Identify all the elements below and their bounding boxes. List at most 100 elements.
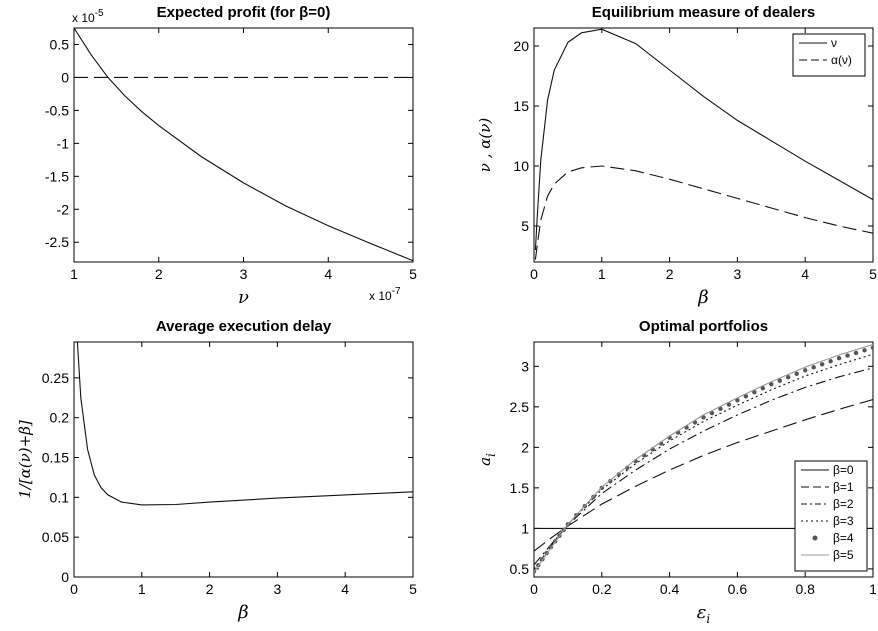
series-group — [74, 28, 413, 262]
y-tick-label: 2.5 — [510, 399, 530, 415]
x-tick-label: 5 — [869, 266, 877, 282]
x-tick-label: 4 — [324, 266, 332, 282]
x-tick-label: 4 — [341, 581, 349, 597]
y-tick-label: -1.5 — [45, 168, 69, 184]
x-multiplier-base: x 10 — [369, 289, 392, 303]
data-point — [862, 348, 867, 353]
y-axis-label: 1/[α(ν)+β] — [16, 420, 34, 499]
legend-entry: β=3 — [833, 514, 854, 528]
y-tick-label: 0.2 — [50, 410, 70, 426]
data-point — [828, 359, 833, 364]
y-tick-label: 5 — [521, 218, 529, 234]
x-tick-label: 3 — [274, 581, 282, 597]
data-point — [735, 398, 740, 403]
x-tick-label: 5 — [409, 581, 417, 597]
data-point — [769, 381, 774, 387]
series-group — [534, 28, 873, 260]
legend-entry: β=2 — [833, 497, 854, 511]
x-tick-label: 0 — [530, 581, 538, 597]
y-tick-label: -2 — [57, 201, 70, 217]
y-axis-label-text: 1/[α(ν)+β] — [16, 420, 34, 499]
x-axis-label: εi — [697, 602, 711, 626]
series-line-ν — [534, 28, 873, 251]
legend-box — [792, 33, 866, 77]
x-axis-label-text: β — [697, 287, 708, 308]
legend-entry: ν — [831, 36, 837, 50]
y-tick-label: 20 — [513, 38, 529, 54]
data-point — [870, 345, 873, 350]
x-tick-label: 0.6 — [728, 581, 748, 597]
x-tick-label: 5 — [409, 266, 417, 282]
y-tick-label: 0.5 — [510, 561, 530, 577]
y-tick-label: 1 — [521, 520, 529, 536]
x-axis-label-text: ν — [238, 287, 249, 308]
data-point — [752, 390, 757, 395]
x-tick-label: 0.2 — [592, 581, 612, 597]
x-axis-label-text: β — [237, 602, 248, 623]
legend-entry: β=4 — [833, 531, 854, 545]
y-tick-label: 0.5 — [50, 36, 70, 52]
legend: ν α(ν) — [792, 33, 866, 77]
axes-box — [533, 341, 874, 578]
series-group — [76, 342, 413, 506]
y-tick-label: 0.25 — [42, 370, 69, 386]
y-multiplier-exponent: -5 — [95, 8, 104, 19]
data-point — [803, 368, 808, 373]
x-tick-label: 3 — [734, 266, 742, 282]
y-tick-label: 1.5 — [510, 480, 530, 496]
x-tick-label: 1 — [138, 581, 146, 597]
x-axis-label: β — [697, 287, 708, 308]
legend-box — [794, 460, 868, 572]
data-point — [836, 356, 842, 361]
data-point — [811, 365, 816, 370]
y-tick-label: 0 — [61, 569, 69, 585]
x-tick-label: 0.4 — [660, 581, 680, 597]
x-tick-label: 0.8 — [795, 581, 815, 597]
legend: β=0 β=1 β=2 β=3 β=4 β=5 — [794, 460, 868, 572]
x-tick-label: 0 — [530, 266, 538, 282]
y-axis-label-text: ν , α(ν) — [476, 118, 494, 173]
axes-box — [73, 27, 414, 263]
y-tick-label: -0.5 — [45, 102, 69, 118]
x-tick-label: 2 — [155, 266, 163, 282]
y-tick-label: 10 — [513, 158, 529, 174]
series-line-α(ν) — [534, 165, 873, 260]
chart-title: Average execution delay — [156, 318, 332, 335]
y-tick-label: 0.15 — [42, 450, 69, 466]
y-multiplier-base: x 10 — [72, 11, 95, 25]
y-axis-label-sub: i — [484, 453, 498, 457]
data-point — [726, 402, 732, 407]
legend-entry: β=1 — [833, 480, 854, 494]
y-tick-label: -2.5 — [45, 234, 69, 250]
legend-entry: β=5 — [833, 548, 854, 562]
y-axis-label: ν , α(ν) — [476, 118, 494, 173]
legend-marker — [812, 535, 818, 541]
x-tick-label: 2 — [206, 581, 214, 597]
data-point — [760, 385, 766, 391]
x-tick-label: 3 — [240, 266, 248, 282]
data-point — [777, 378, 782, 383]
data-point — [701, 415, 706, 420]
data-point — [709, 410, 715, 416]
x-multiplier: x 10-7 — [369, 286, 401, 303]
chart-title: Equilibrium measure of dealers — [592, 4, 815, 21]
x-tick-label: 0 — [70, 581, 78, 597]
panel-p4: Optimal portfolios 0 0.2 0.4 0.6 0.8 1 0.5 1 1.5 2… — [476, 318, 877, 626]
x-multiplier-exponent: -7 — [392, 286, 401, 297]
x-axis-label: β — [237, 602, 248, 623]
y-tick-label: -1 — [57, 135, 70, 151]
data-point — [608, 478, 613, 484]
y-axis-label-text: a — [476, 457, 494, 466]
x-tick-label: 4 — [801, 266, 809, 282]
series-group — [534, 343, 873, 574]
data-point — [794, 371, 799, 377]
data-point — [819, 362, 825, 367]
x-tick-label: 1 — [70, 266, 78, 282]
y-tick-label: 15 — [513, 98, 529, 114]
y-tick-label: 0.05 — [42, 529, 69, 545]
panel-p2: Equilibrium measure of dealers 0 1 2 3 4 5 5 10 1… — [476, 4, 877, 308]
legend-entry: α(ν) — [831, 53, 852, 67]
y-tick-label: 0.1 — [50, 489, 70, 505]
data-point — [743, 394, 749, 399]
